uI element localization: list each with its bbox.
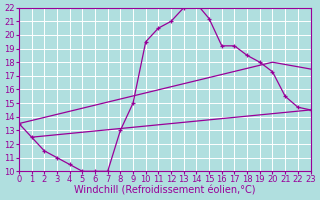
- X-axis label: Windchill (Refroidissement éolien,°C): Windchill (Refroidissement éolien,°C): [74, 186, 255, 196]
